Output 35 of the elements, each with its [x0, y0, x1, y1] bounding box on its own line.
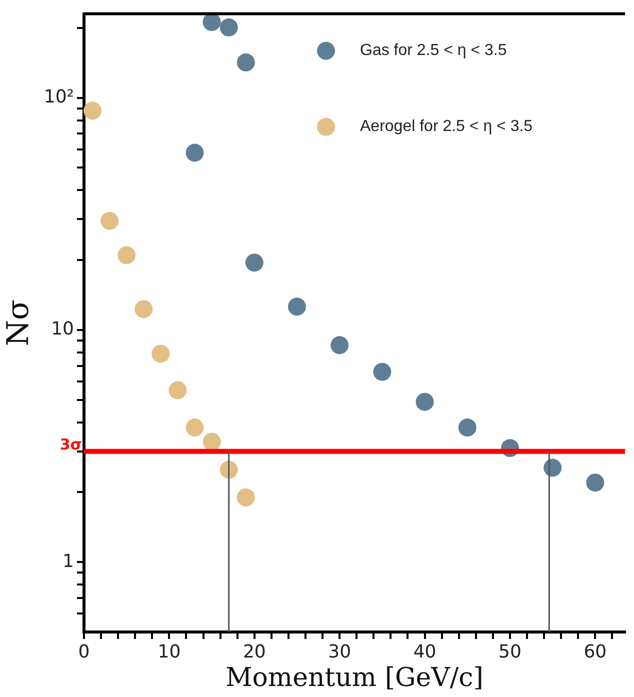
point: [586, 474, 604, 492]
legend-label: Gas for 2.5 < η < 3.5: [360, 42, 507, 60]
x-tick-label: 30: [328, 641, 352, 662]
point: [236, 53, 255, 72]
x-tick-label: 10: [158, 641, 181, 662]
point: [373, 362, 392, 381]
point: [245, 254, 264, 272]
x-tick-label: 0: [78, 641, 90, 662]
point: [168, 381, 187, 400]
point: [186, 144, 204, 162]
point: [330, 336, 349, 354]
x-tick-label: 50: [498, 641, 522, 662]
ref-line-label: 3σ: [60, 436, 82, 454]
y-tick-label: 1: [62, 550, 74, 572]
point: [100, 212, 119, 230]
point: [152, 344, 170, 363]
x-tick-label: 60: [584, 641, 607, 662]
x-tick-label: 40: [413, 641, 436, 662]
y-tick-label: 10: [51, 318, 74, 340]
point: [84, 102, 102, 120]
x-tick-label: 20: [242, 641, 266, 662]
y-axis-title: Nσ: [0, 300, 36, 346]
legend-label: Aerogel for 2.5 < η < 3.5: [360, 118, 533, 136]
y-tick-label: 10²: [44, 86, 74, 108]
point: [220, 18, 238, 36]
point: [186, 418, 204, 437]
x-axis-title: Momentum [GeV/c]: [226, 663, 484, 694]
point: [134, 300, 153, 318]
point: [202, 13, 221, 32]
point: [118, 246, 136, 264]
point: [202, 432, 221, 451]
point: [288, 298, 306, 316]
point: [458, 418, 476, 437]
point: [236, 488, 255, 506]
point: [416, 392, 434, 411]
